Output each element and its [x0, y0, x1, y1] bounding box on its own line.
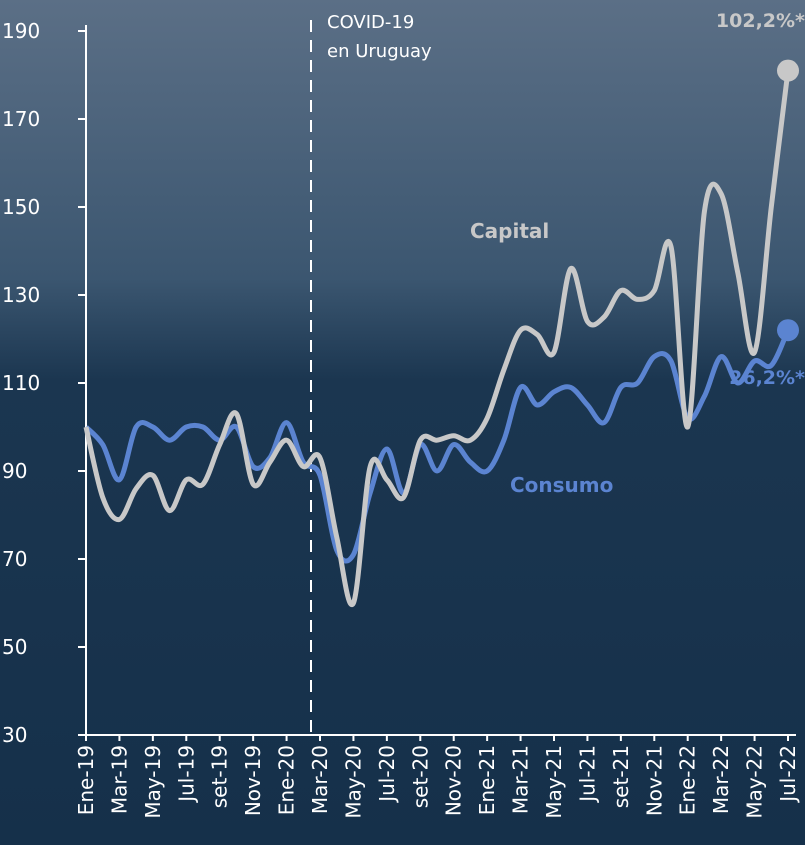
- annotation: en Uruguay: [327, 41, 432, 62]
- x-tick-label: Nov-20: [442, 745, 466, 816]
- x-tick-label: Ene-19: [74, 745, 98, 815]
- y-tick-label: 150: [2, 195, 40, 219]
- y-tick-label: 170: [2, 107, 40, 131]
- x-tick-label: Nov-21: [642, 745, 666, 816]
- y-tick-label: 90: [2, 459, 27, 483]
- y-tick-label: 190: [2, 19, 40, 43]
- series-label: Consumo: [510, 473, 613, 497]
- x-tick-label: May-20: [341, 745, 365, 819]
- series-label: Capital: [470, 219, 549, 243]
- y-tick-label: 50: [2, 635, 27, 659]
- page: {"chart_data": {"type": "line", "categor…: [0, 0, 805, 845]
- x-tick-label: set-21: [609, 745, 633, 808]
- x-tick-label: Ene-22: [676, 745, 700, 815]
- end-marker: [777, 319, 799, 341]
- end-label: 26,2%*: [729, 367, 805, 389]
- end-label: 102,2%*: [716, 10, 805, 32]
- x-tick-label: Jul-21: [575, 745, 599, 804]
- y-tick-label: 30: [2, 723, 27, 747]
- x-tick-label: Jul-22: [776, 745, 800, 804]
- y-tick-label: 70: [2, 547, 27, 571]
- x-tick-label: Mar-20: [308, 745, 332, 814]
- x-tick-label: set-19: [208, 745, 232, 808]
- end-marker: [777, 60, 799, 82]
- x-tick-label: May-19: [141, 745, 165, 819]
- x-tick-label: Jul-20: [375, 745, 399, 804]
- y-tick-label: 130: [2, 283, 40, 307]
- x-tick-label: Ene-21: [475, 745, 499, 815]
- annotation: COVID-19: [327, 12, 414, 33]
- x-tick-label: Mar-19: [107, 745, 131, 814]
- x-tick-label: Ene-20: [275, 745, 299, 815]
- x-tick-label: Jul-19: [174, 745, 198, 804]
- chart: COVID-19 en Uruguay 30 50 70 90 110 130 150 170…: [0, 0, 805, 845]
- x-tick-label: Mar-21: [509, 745, 533, 814]
- x-tick-label: Mar-22: [709, 745, 733, 814]
- y-tick-label: 110: [2, 371, 40, 395]
- x-tick-label: May-21: [542, 745, 566, 819]
- x-tick-label: set-20: [408, 745, 432, 808]
- x-tick-label: Nov-19: [241, 745, 265, 816]
- x-tick-label: May-22: [743, 745, 767, 819]
